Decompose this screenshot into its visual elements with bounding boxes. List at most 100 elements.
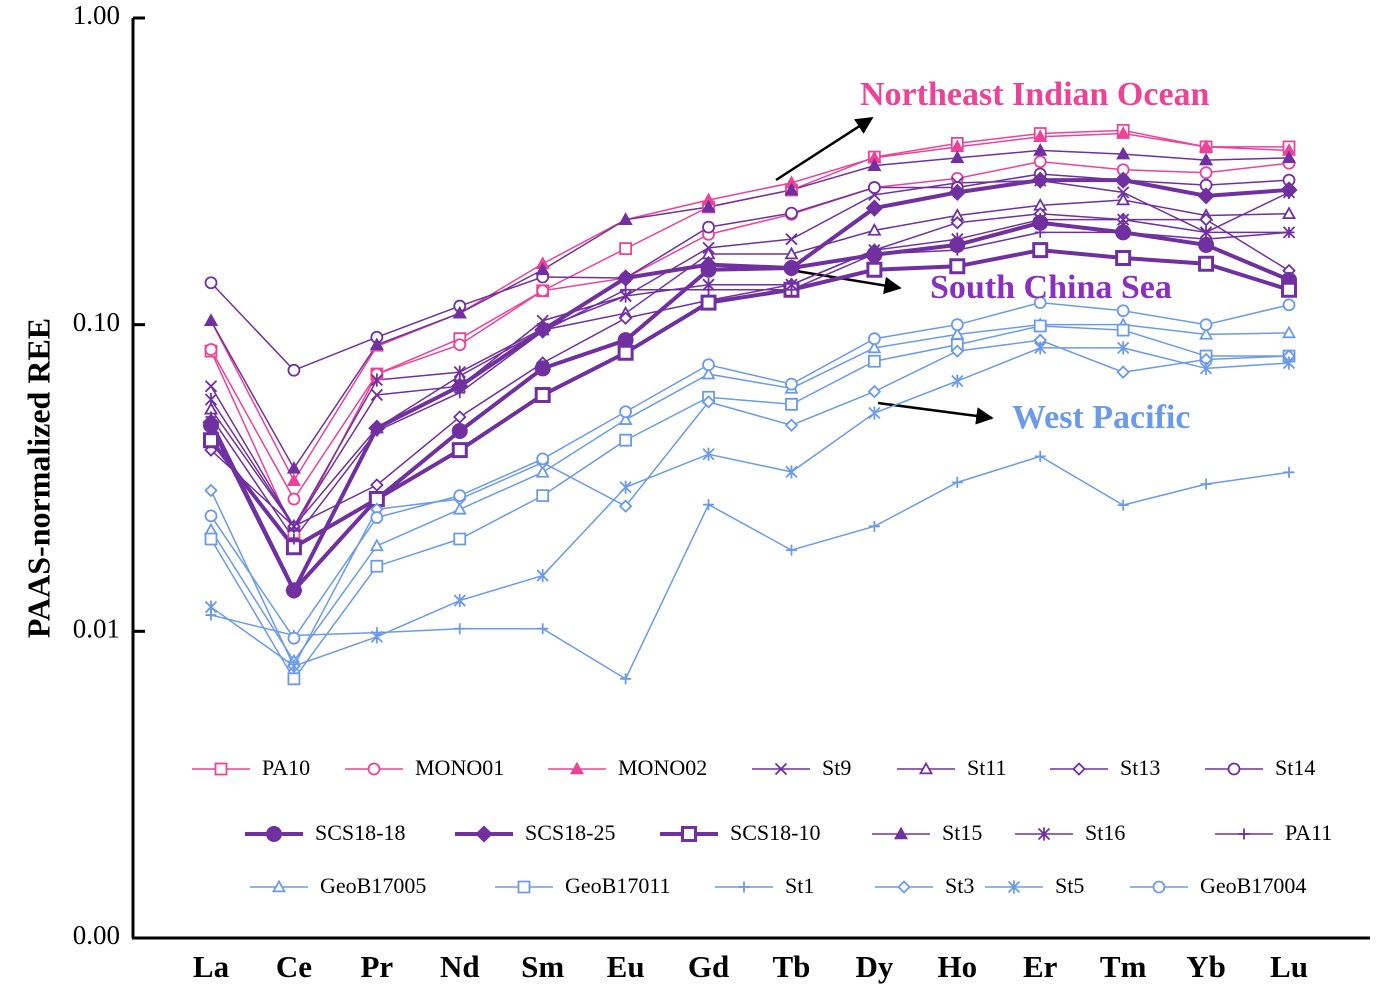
data-point	[288, 533, 300, 545]
data-point	[699, 255, 718, 274]
data-point	[1199, 178, 1213, 192]
data-point	[867, 223, 882, 236]
legend-marker	[738, 881, 750, 893]
x-tick-label: Sm	[521, 949, 564, 984]
data-point	[1032, 242, 1049, 259]
legend-label: MONO01	[415, 755, 504, 780]
data-point	[452, 501, 467, 515]
data-point	[950, 215, 965, 230]
x-tick-label: Nd	[440, 949, 480, 984]
data-point	[370, 478, 384, 492]
data-point	[867, 384, 882, 399]
data-point	[1200, 233, 1212, 245]
data-point	[370, 559, 384, 573]
series-line	[210, 132, 1290, 483]
legend-marker	[517, 880, 531, 894]
data-point	[701, 395, 716, 409]
legend-label: PA10	[262, 755, 310, 780]
data-point	[287, 659, 301, 673]
legend-marker	[918, 761, 934, 775]
legend-marker	[893, 826, 909, 840]
data-point	[453, 489, 467, 502]
series-line	[210, 325, 1289, 681]
data-point	[1033, 296, 1047, 309]
data-point	[371, 425, 383, 437]
y-tick-label: 0.10	[73, 307, 120, 337]
data-point	[867, 354, 881, 368]
data-point	[701, 366, 716, 380]
data-point	[454, 387, 466, 399]
y-tick-label: 0.01	[73, 614, 120, 644]
data-point	[1198, 255, 1215, 272]
data-point	[369, 337, 384, 351]
data-point	[868, 248, 880, 260]
data-point	[1199, 361, 1213, 376]
data-point	[451, 442, 468, 459]
data-point	[285, 539, 302, 556]
legend-marker	[271, 879, 287, 893]
data-point	[453, 593, 466, 608]
data-point	[534, 386, 551, 403]
data-point	[1116, 146, 1131, 160]
data-point	[867, 158, 882, 171]
data-point	[1116, 304, 1130, 318]
data-point	[1199, 326, 1214, 340]
legend-label: St9	[822, 755, 851, 780]
x-tick-label: Er	[1023, 949, 1058, 984]
data-point	[204, 276, 218, 290]
data-point	[1117, 226, 1129, 238]
data-point	[454, 623, 466, 635]
data-point	[286, 473, 301, 486]
x-tick-label: Tb	[773, 949, 811, 984]
legend-marker	[1238, 828, 1250, 840]
series-line	[210, 199, 1290, 528]
legend-label: SCS18-25	[525, 820, 615, 845]
data-point	[204, 343, 218, 356]
data-point	[1034, 450, 1046, 462]
data-point	[950, 344, 965, 358]
legend-marker	[681, 826, 697, 842]
x-tick-label: Ce	[276, 949, 312, 984]
data-point	[948, 183, 966, 202]
data-point	[868, 406, 881, 420]
legend-marker	[569, 761, 585, 775]
data-point	[1116, 323, 1130, 337]
data-point	[287, 672, 301, 686]
data-point	[951, 244, 963, 256]
legend-label: SCS18-10	[730, 820, 820, 845]
data-point	[1031, 171, 1049, 189]
y-axis-label: PAAS-normalized REE	[20, 318, 56, 638]
data-point	[368, 491, 385, 508]
data-point	[1197, 187, 1215, 205]
data-point	[1034, 226, 1046, 238]
data-point	[618, 212, 633, 225]
series-line	[210, 149, 1290, 470]
data-point	[785, 377, 798, 391]
data-point	[203, 432, 219, 449]
arrow	[877, 401, 994, 425]
legend-label: St11	[967, 755, 1007, 780]
data-point	[535, 262, 550, 276]
legend-marker	[1227, 762, 1241, 776]
data-point	[204, 600, 218, 614]
series-line	[210, 191, 1290, 528]
data-point	[287, 363, 301, 377]
x-tick-label: Gd	[688, 949, 729, 984]
y-tick-label: 1.00	[73, 0, 120, 30]
data-point	[1034, 341, 1047, 355]
data-point	[1033, 143, 1048, 156]
series-line	[210, 455, 1290, 680]
data-point	[1282, 298, 1296, 312]
data-point	[1033, 129, 1048, 143]
data-point	[536, 568, 549, 583]
data-point	[287, 492, 301, 506]
x-tick-label: Yb	[1186, 949, 1226, 984]
data-point	[620, 673, 632, 685]
data-point	[370, 388, 383, 402]
data-point	[1034, 213, 1047, 227]
data-point	[370, 373, 383, 387]
data-point	[784, 418, 799, 432]
data-point	[452, 305, 467, 319]
data-point	[951, 232, 964, 246]
data-point	[1117, 341, 1130, 355]
